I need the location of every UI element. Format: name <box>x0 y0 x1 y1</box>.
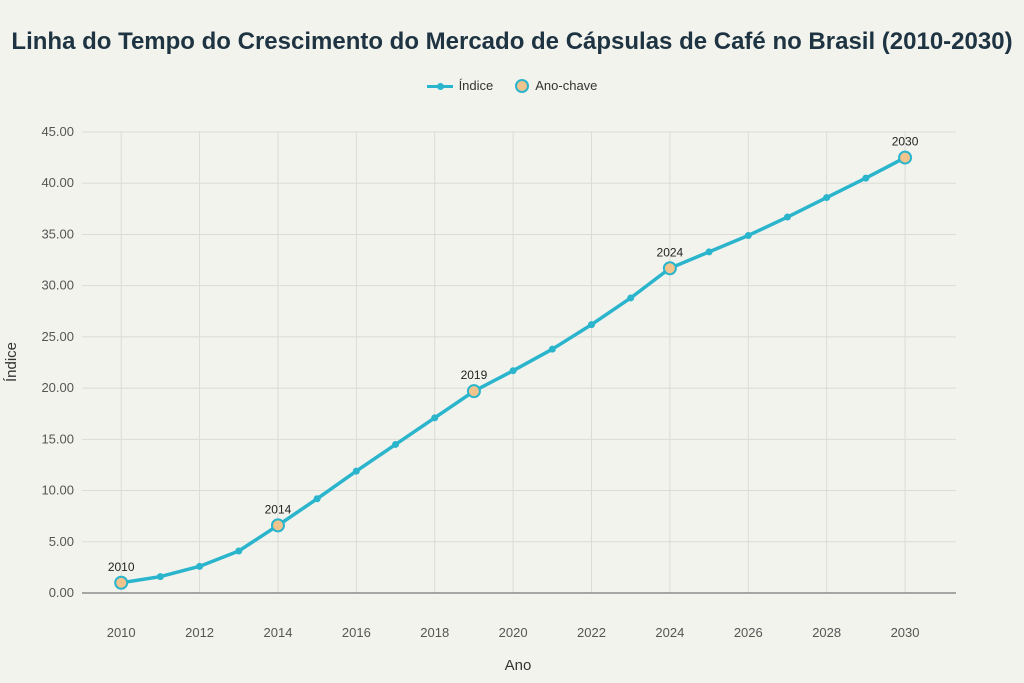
x-tick-label: 2026 <box>734 625 763 640</box>
y-tick-label: 15.00 <box>41 431 74 446</box>
y-tick-label: 25.00 <box>41 329 74 344</box>
legend: Índice Ano-chave <box>0 78 1024 93</box>
legend-label-ano-chave: Ano-chave <box>535 78 598 93</box>
indice-data-point <box>823 194 831 202</box>
x-tick-label: 2012 <box>185 625 214 640</box>
indice-data-point <box>313 495 321 503</box>
legend-item-ano-chave[interactable]: Ano-chave <box>515 78 597 93</box>
axis-layer: 2010 2012 2014 2016 2018 2020 2022 2024 2026 2028… <box>41 124 956 640</box>
x-tick-label: 2014 <box>264 625 293 640</box>
grid-layer <box>82 131 956 594</box>
x-tick-label: 2016 <box>342 625 371 640</box>
y-tick-label: 30.00 <box>41 278 74 293</box>
indice-data-point <box>196 562 204 570</box>
key-year-label: 2014 <box>265 502 292 516</box>
indice-data-point <box>352 467 360 475</box>
y-tick-label: 35.00 <box>41 226 74 241</box>
indice-data-point <box>705 248 713 256</box>
key-year-label: 2019 <box>461 368 488 382</box>
key-year-label: 2024 <box>657 245 684 259</box>
indice-data-point <box>862 174 870 182</box>
x-tick-label: 2030 <box>891 625 920 640</box>
y-tick-label: 5.00 <box>49 534 74 549</box>
key-year-marker <box>114 575 129 590</box>
key-year-marker <box>662 261 677 276</box>
legend-label-indice: Índice <box>458 78 494 93</box>
y-tick-label: 20.00 <box>41 380 74 395</box>
indice-data-point <box>783 213 791 221</box>
x-tick-label: 2022 <box>577 625 606 640</box>
indice-data-point <box>235 547 243 555</box>
indice-data-point <box>392 440 400 448</box>
key-year-label: 2030 <box>892 135 919 149</box>
legend-marker-swatch <box>515 78 530 93</box>
indice-data-point <box>744 231 752 239</box>
legend-line-swatch <box>426 81 453 91</box>
x-tick-label: 2024 <box>655 625 684 640</box>
key-year-marker <box>898 150 913 165</box>
legend-item-indice[interactable]: Índice <box>426 78 494 93</box>
indice-data-point <box>588 321 596 329</box>
x-tick-label: 2010 <box>107 625 136 640</box>
x-tick-label: 2028 <box>812 625 841 640</box>
key-year-marker <box>466 384 481 399</box>
marker-layer: 2010 2014 2019 2024 2030 <box>108 135 919 590</box>
indice-data-point <box>509 367 517 375</box>
y-tick-label: 40.00 <box>41 175 74 190</box>
x-axis-title: Ano <box>505 657 532 674</box>
indice-data-point <box>156 573 164 581</box>
y-tick-label: 0.00 <box>49 585 74 600</box>
y-tick-label: 10.00 <box>41 483 74 498</box>
indice-data-point <box>431 414 439 422</box>
y-tick-label: 45.00 <box>41 124 74 139</box>
key-year-label: 2010 <box>108 560 135 574</box>
x-tick-label: 2020 <box>499 625 528 640</box>
indice-data-point <box>627 294 635 302</box>
indice-data-point <box>548 345 556 353</box>
y-axis-title: Índice <box>3 342 20 382</box>
key-year-marker <box>270 518 285 533</box>
chart-title: Linha do Tempo do Crescimento do Mercado… <box>11 28 1013 55</box>
x-tick-label: 2018 <box>420 625 449 640</box>
